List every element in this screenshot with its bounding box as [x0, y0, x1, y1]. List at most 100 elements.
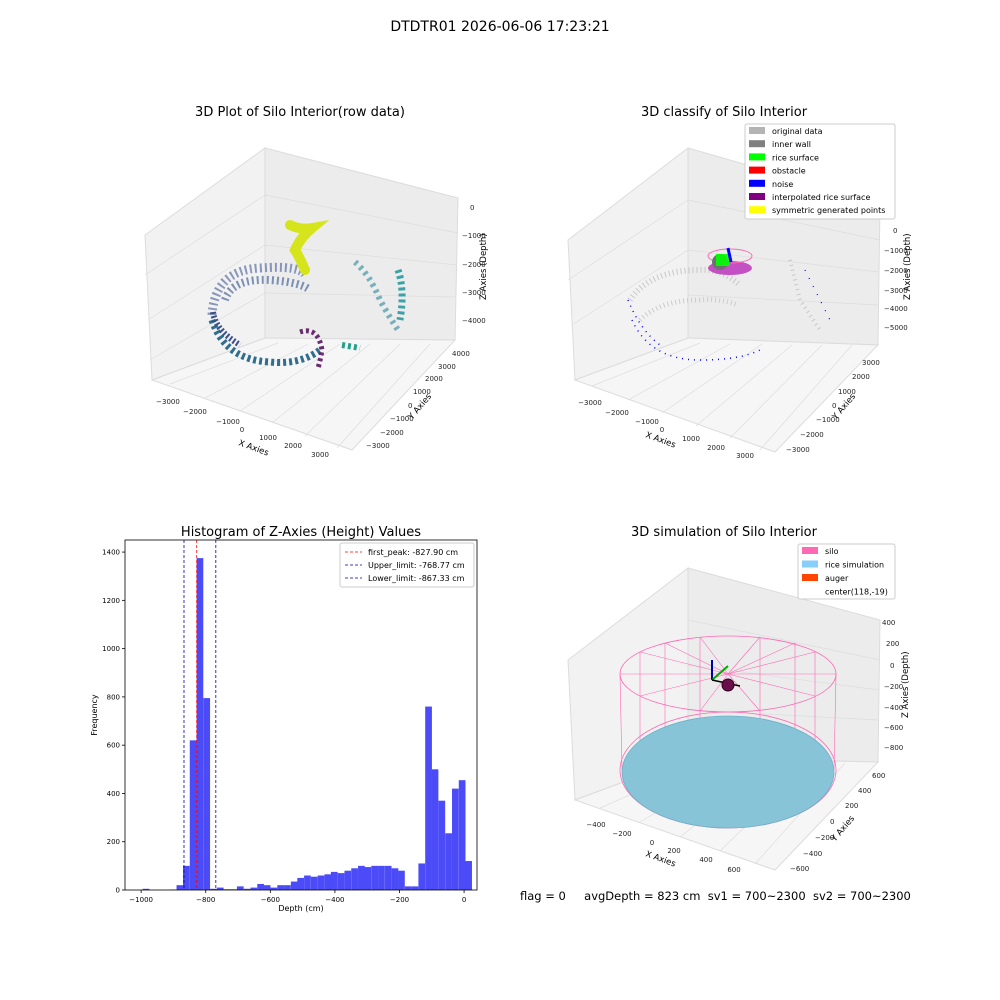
- panel-raw-title: 3D Plot of Silo Interior(row data): [195, 105, 405, 120]
- top-yellow-points: [285, 220, 330, 275]
- svg-text:−4000: −4000: [884, 305, 908, 313]
- status-line: flag = 0 avgDepth = 823 cm sv1 = 700~230…: [520, 889, 911, 903]
- histogram-bar: [398, 870, 405, 890]
- histogram-bar: [337, 873, 345, 890]
- z-tick-labels: 0 −1000 −2000 −3000 −4000: [462, 204, 486, 325]
- legend-label: first_peak: -827.90 cm: [368, 548, 458, 557]
- y-tick-label: 1000: [102, 645, 120, 653]
- svg-text:0: 0: [240, 426, 244, 434]
- simulation-title: 3D simulation of Silo Interior: [631, 525, 818, 540]
- histogram-bar: [452, 788, 459, 890]
- svg-text:−2000: −2000: [183, 408, 207, 416]
- sv2-text: sv2 = 700~2300: [812, 889, 911, 903]
- z-axis-label: Z Axies (Depth): [903, 233, 913, 300]
- svg-text:3000: 3000: [311, 451, 329, 459]
- svg-text:−200: −200: [884, 683, 903, 691]
- svg-text:2000: 2000: [852, 373, 870, 381]
- histogram-bar: [263, 885, 271, 890]
- svg-text:−2000: −2000: [462, 261, 486, 269]
- svg-text:0: 0: [830, 818, 834, 826]
- svg-text:−800: −800: [884, 744, 903, 752]
- svg-text:1000: 1000: [682, 435, 700, 443]
- histogram-bar: [310, 876, 318, 890]
- histogram-bar: [203, 698, 211, 890]
- histogram-y-label: Frequency: [90, 694, 99, 736]
- legend-label: Lower_limit: -867.33 cm: [368, 574, 465, 583]
- histogram-legend: first_peak: -827.90 cm Upper_limit: -768.…: [339, 542, 475, 588]
- svg-text:4000: 4000: [452, 350, 470, 358]
- histogram-title: Histogram of Z-Axies (Height) Values: [181, 525, 421, 540]
- y-tick-label: 600: [107, 742, 120, 750]
- histogram-bar: [189, 740, 197, 890]
- legend-label: auger: [825, 574, 849, 583]
- legend-label: Upper_limit: -768.77 cm: [368, 561, 465, 570]
- axis-y-arrow: [711, 665, 729, 681]
- legend-label: original data: [772, 127, 823, 136]
- histogram-x-ticks: −1000 −800 −600 −400 −200 0: [129, 890, 466, 904]
- histogram-bar: [364, 867, 372, 890]
- svg-text:0: 0: [660, 426, 664, 434]
- histogram-x-label: Depth (cm): [278, 904, 323, 913]
- histogram-bar: [425, 706, 432, 890]
- svg-text:1000: 1000: [838, 388, 856, 396]
- histogram-threshold-lines: [183, 540, 217, 890]
- histogram-bar: [182, 865, 190, 890]
- histogram-bar: [458, 780, 466, 890]
- x-tick-labels: −3000 −2000 −1000 0 1000 2000 3000: [156, 398, 329, 459]
- svg-text:1000: 1000: [413, 388, 431, 396]
- histogram-bar: [297, 877, 305, 890]
- auger-center-dot: [721, 678, 735, 692]
- y-tick-label: 1200: [102, 597, 120, 605]
- noise-cluster: [726, 247, 733, 263]
- y-tick-label: 200: [107, 838, 120, 846]
- panel-raw-data: 3D Plot of Silo Interior(row data) −3000…: [144, 105, 489, 459]
- legend-label: inner wall: [772, 140, 811, 149]
- svg-text:−3000: −3000: [786, 446, 810, 454]
- svg-text:−400: −400: [884, 704, 903, 712]
- histogram-bar: [290, 881, 298, 890]
- svg-text:400: 400: [858, 787, 871, 795]
- svg-text:0: 0: [890, 662, 894, 670]
- avg-depth-text: avgDepth = 823 cm: [584, 889, 701, 903]
- histogram-bar: [344, 870, 352, 890]
- histogram-bar: [210, 888, 217, 890]
- svg-text:2000: 2000: [284, 442, 302, 450]
- svg-text:−2000: −2000: [884, 267, 908, 275]
- x-tick-label: −800: [196, 896, 215, 904]
- inner-wall-points: [207, 262, 310, 316]
- legend-label: rice surface: [772, 153, 819, 162]
- histogram-bar: [277, 885, 285, 890]
- histogram-bar: [404, 886, 412, 890]
- z-axis-label: Z Axies (Depth): [479, 233, 489, 300]
- histogram-bar: [324, 874, 332, 890]
- histogram-bar: [304, 875, 311, 890]
- svg-text:0: 0: [408, 402, 412, 410]
- svg-text:−1000: −1000: [884, 247, 908, 255]
- y-tick-label: 800: [107, 693, 120, 701]
- legend-swatch: [802, 560, 818, 568]
- legend-label: symmetric generated points: [772, 206, 885, 215]
- svg-text:−3000: −3000: [884, 287, 908, 295]
- x-tick-label: −600: [261, 896, 280, 904]
- y-tick-label: 1400: [102, 549, 120, 557]
- legend-swatch: [802, 574, 818, 581]
- svg-text:−200: −200: [612, 830, 631, 838]
- histogram-bar: [438, 800, 446, 890]
- histogram-bars: [142, 558, 472, 890]
- svg-text:0: 0: [893, 227, 897, 235]
- z-axis-label: Z Axies (Depth): [901, 651, 911, 718]
- svg-text:−2000: −2000: [380, 429, 404, 437]
- legend-swatch: [749, 127, 765, 134]
- histogram-bar: [142, 888, 150, 890]
- svg-text:−400: −400: [586, 821, 605, 829]
- svg-text:−1000: −1000: [635, 418, 659, 426]
- svg-text:−3000: −3000: [462, 289, 486, 297]
- svg-text:−5000: −5000: [884, 324, 908, 332]
- svg-text:1000: 1000: [259, 434, 277, 442]
- histogram-bar: [358, 865, 365, 890]
- y-tick-labels: −3000 −2000 −1000 0 1000 2000 3000 4000: [366, 350, 470, 450]
- legend-label: interpolated rice surface: [772, 193, 870, 202]
- histogram-bar: [257, 883, 264, 890]
- x-tick-label: −400: [325, 896, 344, 904]
